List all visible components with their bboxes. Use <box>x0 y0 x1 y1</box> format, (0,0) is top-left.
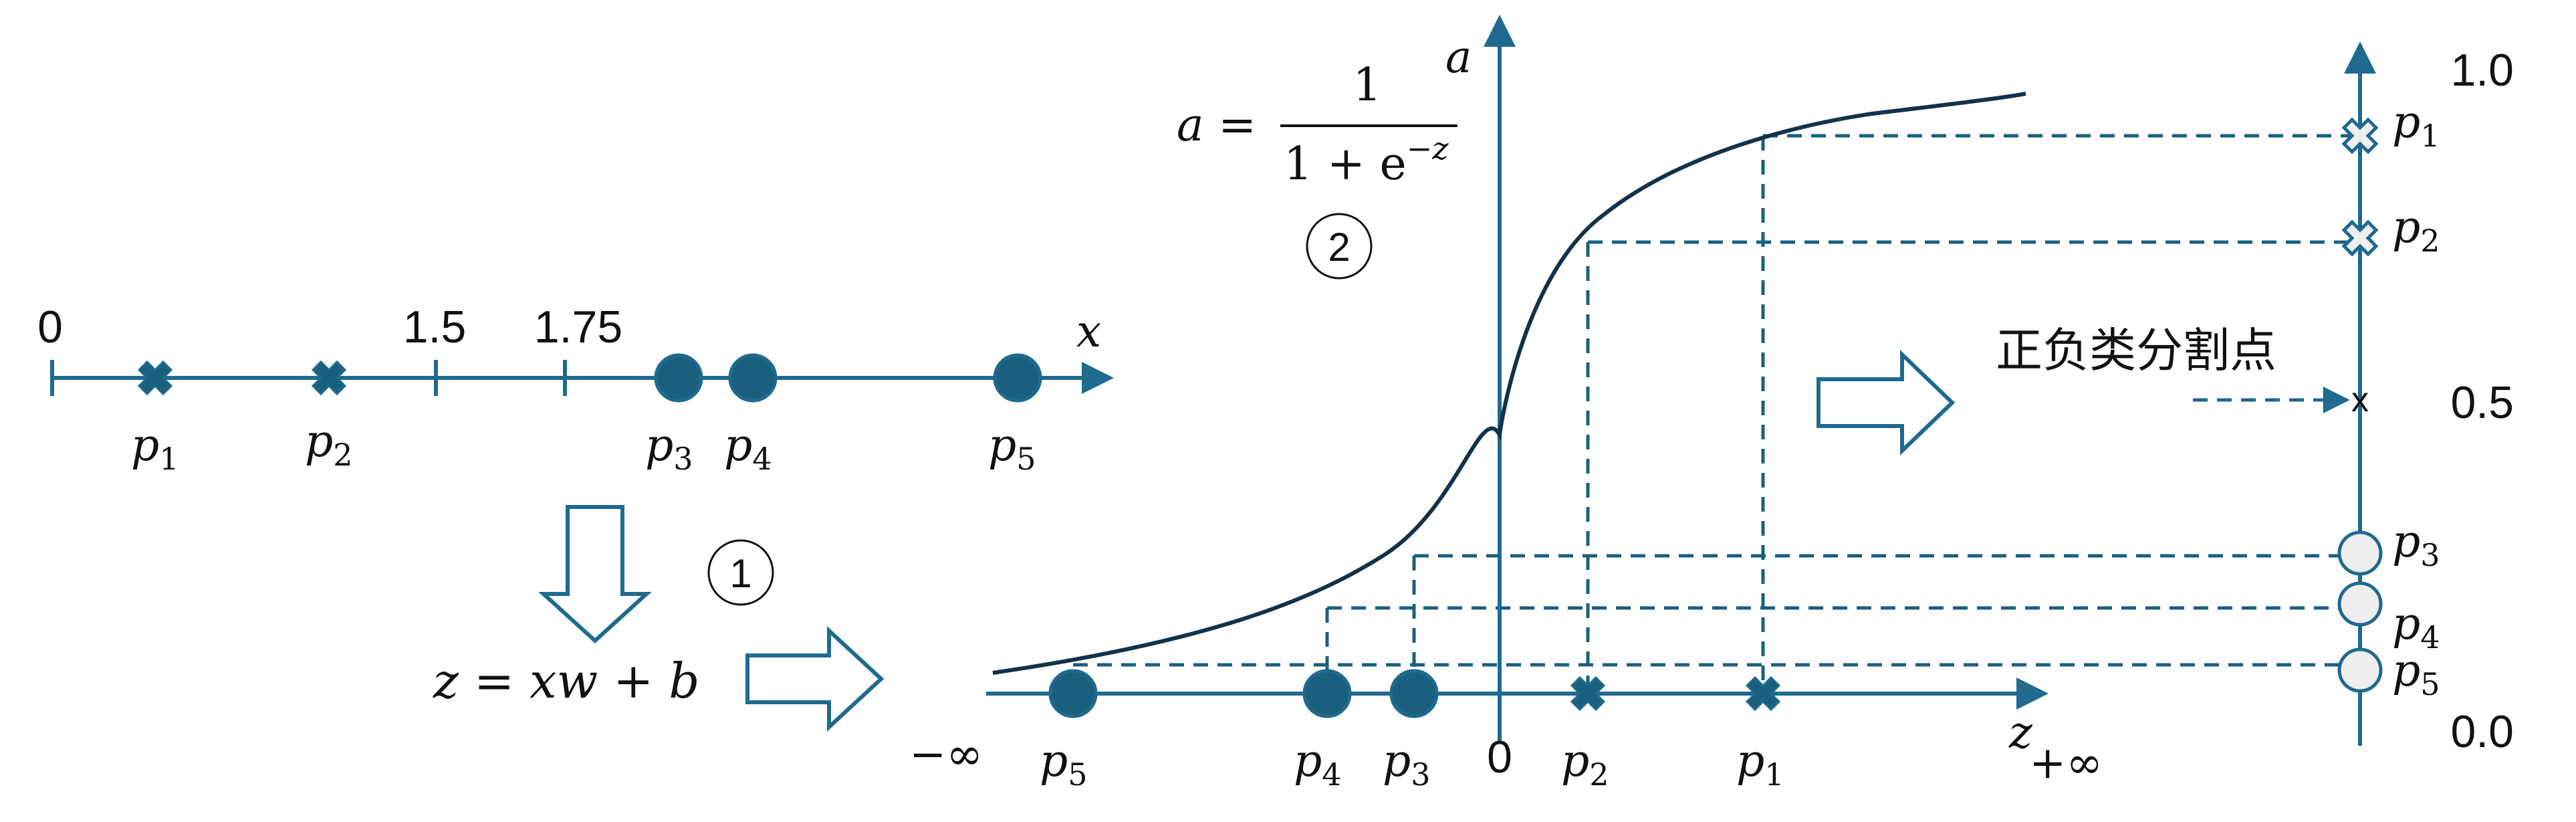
z-point-p4-label: p4 <box>1294 735 1342 793</box>
z-axis-label: z <box>2008 707 2033 758</box>
prob-point-p3-label: p3 <box>2392 516 2440 573</box>
left-point-p4-label: p4 <box>724 419 772 477</box>
step1-group: 1 z = xw + b <box>433 505 885 732</box>
z-point-p3-marker <box>1389 669 1439 718</box>
origin-label: 0 <box>1487 732 1512 783</box>
left-point-p4-marker <box>728 353 778 403</box>
pos-inf-label: +∞ <box>2029 737 2103 789</box>
prob-point-p4-label: p4 <box>2392 598 2440 655</box>
z-point-p5-marker <box>1048 669 1098 718</box>
prob-point-p3-marker <box>2337 530 2383 576</box>
left-point-p5-label: p5 <box>988 419 1036 477</box>
x-tick-label-1-5: 1.5 <box>403 302 467 352</box>
formula-denominator: 1 + e−z <box>1284 130 1449 191</box>
threshold-label: 正负类分割点 <box>1996 324 2276 377</box>
z-point-p1-label: p1 <box>1736 735 1784 793</box>
left-point-p1-label: p1 <box>131 419 179 477</box>
x-axis-label: x <box>1076 306 1101 357</box>
prob-tick-0-0: 0.0 <box>2450 706 2514 757</box>
step2-circle <box>1306 213 1373 280</box>
prob-point-p1-label: p1 <box>2392 96 2440 154</box>
left-number-line: 0 1.5 1.75 x p1 p2 p3 p4 p5 <box>37 302 1114 477</box>
z-point-p2-label: p2 <box>1561 735 1609 793</box>
step1-number: 1 <box>729 551 751 596</box>
prob-point-p4-marker <box>2337 581 2383 627</box>
right-arrow-2 <box>1817 349 1956 456</box>
x-tick-label-1-75: 1.75 <box>534 302 622 352</box>
formula-numerator: 1 <box>1353 59 1381 112</box>
z-point-p5-label: p5 <box>1040 735 1088 793</box>
left-point-p3-marker <box>654 353 703 403</box>
left-point-p2-label: p2 <box>305 415 353 473</box>
right-arrow-1 <box>745 626 885 732</box>
sigmoid-formula: a = 1 1 + e−z <box>1177 59 1457 191</box>
left-point-p3-label: p3 <box>645 419 693 477</box>
prob-point-p5-label: p5 <box>2392 645 2440 702</box>
neg-inf-label: −∞ <box>909 728 983 780</box>
prob-point-p5-marker <box>2337 647 2383 693</box>
left-point-p5-marker <box>993 353 1042 403</box>
z-point-p3-label: p3 <box>1383 735 1431 793</box>
sigmoid-curve <box>992 92 2026 675</box>
prob-tick-1-0: 1.0 <box>2450 45 2514 96</box>
a-axis-label: a <box>1445 31 1472 83</box>
prob-point-p2-label: p2 <box>2392 201 2440 259</box>
formula-lhs: a = <box>1177 99 1256 152</box>
z-point-p4-marker <box>1302 669 1352 718</box>
sigmoid-panel: a z +∞ −∞ 0 p5 p4 p3 p2 p1 a = 1 1 + e−z… <box>909 15 2360 793</box>
step1-circle <box>707 539 774 606</box>
step1-formula: z = xw + b <box>433 653 699 709</box>
probability-axis: 1.0 0.5 0.0 正负类分割点 x p1 p2 p3 p4 p5 <box>1996 41 2514 757</box>
x-tick-label-0: 0 <box>37 302 63 352</box>
down-arrow <box>538 505 652 644</box>
prob-tick-0-5: 0.5 <box>2450 377 2514 428</box>
step2-number: 2 <box>1328 225 1350 270</box>
threshold-marker: x <box>2351 381 2369 419</box>
